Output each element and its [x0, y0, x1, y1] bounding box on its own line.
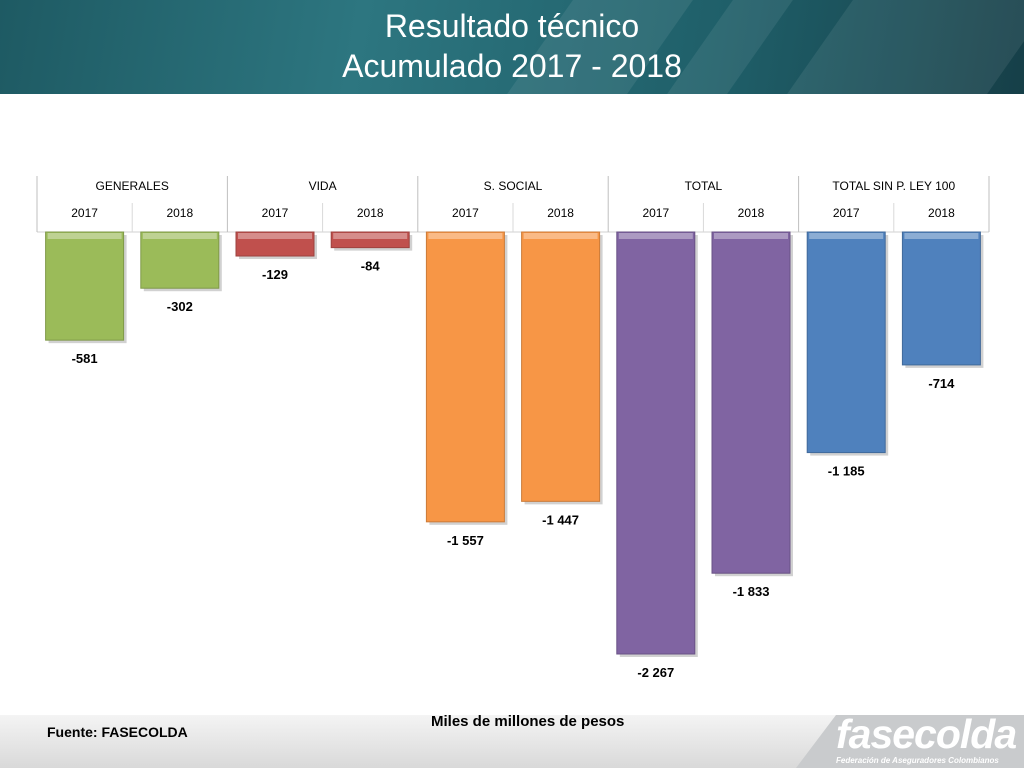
group-label: S. SOCIAL — [484, 179, 543, 193]
units-label: Miles de millones de pesos — [431, 713, 625, 730]
slide-title: Resultado técnico Acumulado 2017 - 2018 — [0, 6, 1024, 86]
bar-s-social-2018 — [521, 231, 601, 502]
bar-highlight — [333, 233, 408, 239]
year-tick-label: 2018 — [547, 206, 574, 220]
bar-total-2018 — [711, 231, 791, 574]
data-label: -84 — [361, 259, 381, 274]
bar-total-2017 — [616, 231, 696, 655]
bar-total-sin-p-ley-100-2018 — [901, 231, 981, 366]
year-tick-label: 2017 — [71, 206, 98, 220]
bar-highlight — [238, 233, 312, 239]
group-label: GENERALES — [96, 179, 169, 193]
data-label: -1 833 — [733, 584, 770, 599]
group-label: VIDA — [309, 179, 337, 193]
data-label: -302 — [167, 299, 193, 314]
fasecolda-logo: fasecolda Federación de Aseguradores Col… — [796, 715, 1024, 768]
year-tick-label: 2018 — [357, 206, 384, 220]
bar-highlight — [904, 233, 979, 239]
bar-generales-2017 — [45, 231, 125, 341]
bar-highlight — [714, 233, 788, 239]
data-label: -2 267 — [637, 665, 674, 680]
year-tick-label: 2018 — [738, 206, 765, 220]
data-label: -1 557 — [447, 533, 484, 548]
year-tick-label: 2017 — [642, 206, 669, 220]
data-label: -129 — [262, 267, 288, 282]
bar-vida-2018 — [330, 231, 410, 249]
bar-highlight — [428, 233, 503, 239]
data-label: -1 185 — [828, 464, 865, 479]
bar-generales-2018 — [140, 231, 220, 289]
slide-title-line-1: Resultado técnico — [384, 8, 640, 44]
group-label: TOTAL SIN P. LEY 100 — [832, 179, 955, 193]
bar-highlight — [142, 233, 217, 239]
year-tick-label: 2018 — [166, 206, 193, 220]
year-tick-label: 2017 — [452, 206, 479, 220]
year-tick-label: 2017 — [833, 206, 860, 220]
bar-total-sin-p-ley-100-2017 — [806, 231, 886, 454]
logo-subtitle: Federación de Aseguradores Colombianos — [836, 756, 999, 765]
source-note: Fuente: FASECOLDA — [47, 724, 188, 740]
year-tick-label: 2018 — [928, 206, 955, 220]
bar-highlight — [618, 233, 693, 239]
data-label: -714 — [928, 376, 955, 391]
year-tick-label: 2017 — [262, 206, 289, 220]
bar-highlight — [47, 233, 122, 239]
data-label: -581 — [72, 351, 98, 366]
bar-highlight — [523, 233, 598, 239]
bar-chart: GENERALES 2017 -581 2018 -302 VIDA 2017 -129 201… — [36, 176, 990, 680]
bar-highlight — [809, 233, 884, 239]
bar-vida-2017 — [235, 231, 315, 257]
bar-s-social-2017 — [425, 231, 505, 523]
group-label: TOTAL — [685, 179, 723, 193]
slide-title-line-2: Acumulado 2017 - 2018 — [342, 48, 682, 84]
title-banner — [0, 0, 1024, 94]
logo-wordmark: fasecolda — [836, 711, 1017, 757]
data-label: -1 447 — [542, 512, 579, 527]
